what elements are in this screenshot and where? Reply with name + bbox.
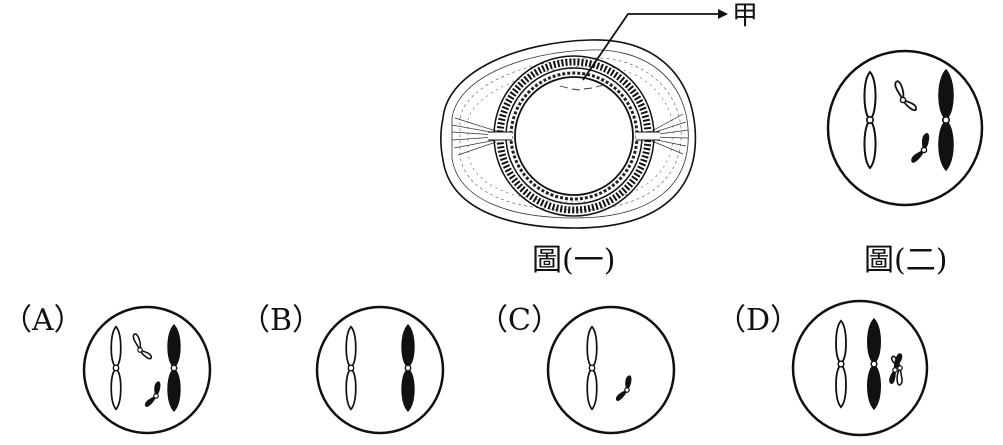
option-c-cell	[546, 305, 676, 435]
option-a-label: （A）	[2, 303, 84, 338]
option-a-cell	[82, 305, 212, 435]
figure1-cell	[439, 39, 697, 229]
option-d-label: （D）	[716, 303, 800, 338]
pointer-arrow	[582, 9, 728, 81]
figure2-caption: 圖(二)	[864, 243, 947, 278]
figure1-caption: 圖(一)	[532, 243, 615, 278]
option-b-cell	[315, 305, 445, 435]
figure2-cell	[826, 49, 984, 207]
chromosome-long-white	[863, 71, 877, 169]
pointer-label: 甲	[732, 1, 758, 31]
option-b-label: （B）	[240, 303, 322, 338]
option-c-label: （C）	[478, 303, 561, 338]
option-d-cell	[791, 299, 929, 437]
